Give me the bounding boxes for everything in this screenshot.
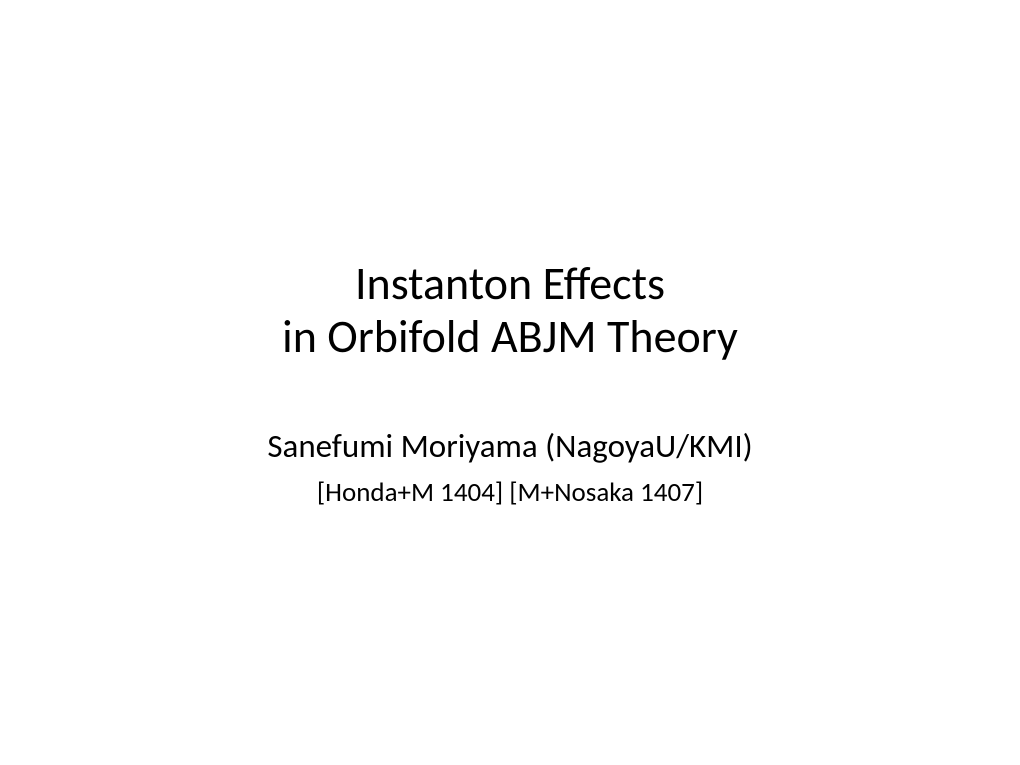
- title-slide: Instanton Effects in Orbifold ABJM Theor…: [0, 0, 1020, 765]
- title-line-2: in Orbifold ABJM Theory: [282, 311, 738, 364]
- slide-references: [Honda+M 1404] [M+Nosaka 1407]: [317, 476, 703, 509]
- title-line-1: Instanton Effects: [282, 258, 738, 311]
- slide-author: Sanefumi Moriyama (NagoyaU/KMI): [267, 426, 752, 466]
- slide-title: Instanton Effects in Orbifold ABJM Theor…: [282, 258, 738, 364]
